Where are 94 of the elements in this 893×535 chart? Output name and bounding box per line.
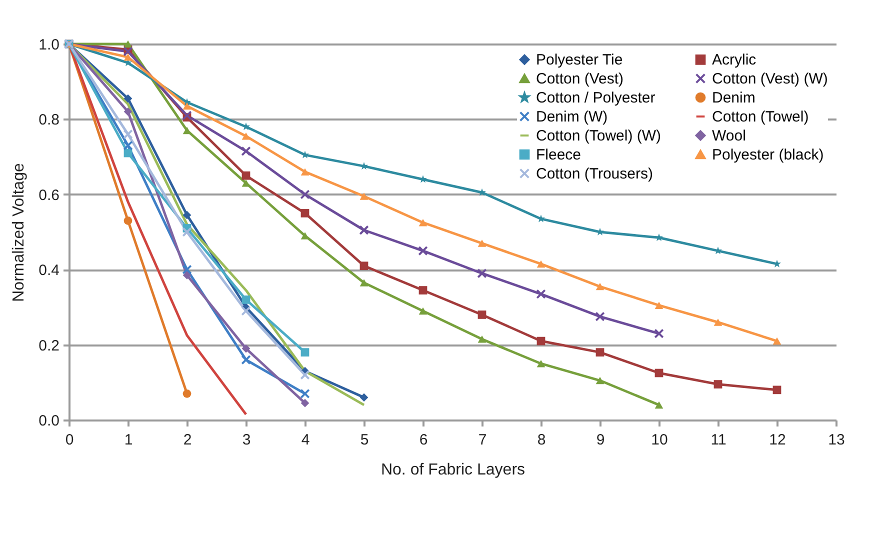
point [182,227,192,237]
point [418,286,428,294]
y-tick-label: 0.2 [38,337,60,354]
point [654,328,664,338]
point [182,390,192,398]
legend-label: Cotton (Towel) (W) [536,128,662,144]
point [359,225,369,235]
point [241,354,251,365]
point [536,260,546,268]
x-tick-label: 11 [710,432,726,448]
point [478,310,486,319]
point [478,240,486,247]
x-tick-label: 3 [242,432,251,448]
point [182,210,192,220]
x-tick-label: 4 [301,432,310,448]
x-tick-label: 9 [596,432,605,448]
x-tick-label: 7 [478,432,487,448]
point [655,233,663,242]
point [596,376,604,384]
point [772,337,782,345]
point [596,282,604,290]
point [714,318,722,326]
point [124,107,132,116]
point [300,398,310,408]
point [654,401,664,409]
point [123,129,133,140]
legend-label: Acrylic [712,52,757,69]
x-tick-label: 0 [65,432,74,448]
legend-label: Cotton (Vest) [536,70,624,88]
point [124,94,132,103]
point [536,360,546,368]
point [242,344,250,353]
point [182,110,192,120]
point [360,192,368,200]
point [300,348,310,357]
x-tick-label: 10 [651,432,668,448]
legend-label: Denim (W) [536,108,608,126]
point [360,262,368,270]
legend-label: Denim [712,90,756,106]
x-tick-label: 12 [769,432,786,448]
legend-label: Polyester Tie [536,52,623,69]
point [300,209,310,218]
x-tick-label: 5 [360,432,369,448]
x-tick-label: 6 [419,432,428,448]
point [536,336,546,346]
point [123,46,133,56]
point [595,312,605,322]
point [360,393,368,402]
point [241,306,251,316]
point [477,268,487,278]
point [182,102,192,110]
y-tick-label: 1.0 [38,36,60,54]
legend-label: Polyester (black) [712,146,824,164]
point [478,336,486,343]
y-tick-label: 0.6 [38,186,60,204]
x-tick-label: 1 [124,432,133,448]
point [300,168,310,176]
point [300,190,310,200]
point [241,146,251,156]
point [242,295,250,304]
legend-label: Fleece [536,146,582,164]
y-tick-label: 0.0 [38,412,60,430]
point [418,246,428,256]
point [714,380,722,388]
point [418,218,428,226]
legend-label: Cotton (Vest) (W) [712,70,828,88]
point [242,132,250,140]
point [772,386,782,394]
x-tick-label: 2 [183,432,192,448]
y-tick-label: 0.4 [38,262,60,280]
point [300,388,310,399]
point [182,264,192,274]
point [124,40,132,48]
y-axis-title: Normalized Voltage [10,163,28,302]
legend-label: Cotton (Towel) [712,108,809,126]
point [124,216,132,225]
legend-label: Wool [712,128,746,144]
point [301,150,309,158]
point [242,171,250,180]
point [360,279,368,286]
point [418,307,428,315]
legend-label: Cotton (Trousers) [536,166,653,182]
x-tick-label: 13 [828,432,845,448]
point [596,348,604,357]
point [654,368,664,378]
x-tick-label: 8 [537,432,546,448]
y-tick-label: 0.8 [38,112,60,129]
legend-label: Cotton / Polyester [536,90,656,106]
point [654,302,664,309]
point [182,271,192,280]
point [536,289,546,299]
x-axis-title: No. of Fabric Layers [380,462,526,478]
point [300,370,310,380]
point [123,140,133,150]
